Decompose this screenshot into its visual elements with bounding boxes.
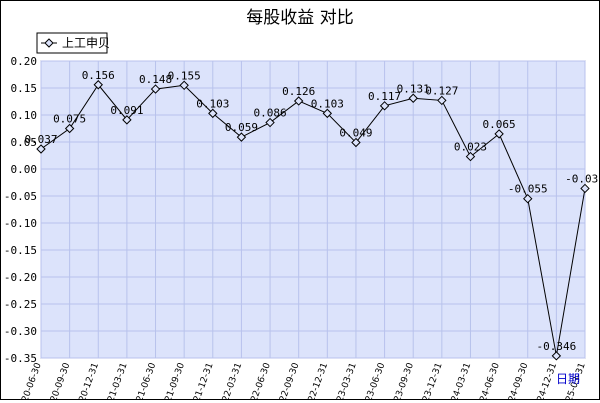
data-value-label: 0.091 bbox=[110, 104, 143, 117]
data-value-label: 0.131 bbox=[397, 82, 430, 95]
x-tick-label: 2023-09-30 bbox=[389, 361, 416, 399]
series-line bbox=[40, 83, 586, 356]
data-point-marker bbox=[179, 80, 189, 91]
x-tick-label: 2023-06-30 bbox=[360, 361, 387, 399]
data-value-label: -0.346 bbox=[536, 340, 576, 353]
data-point-marker bbox=[437, 95, 447, 106]
chart-title: 每股收益 对比 bbox=[246, 8, 353, 28]
y-tick-label: -0.15 bbox=[4, 244, 37, 257]
plot-area bbox=[40, 60, 586, 359]
data-point-marker bbox=[208, 108, 218, 119]
data-point-marker bbox=[408, 93, 418, 103]
data-value-label: 0.156 bbox=[82, 69, 115, 82]
data-point-marker bbox=[465, 151, 476, 162]
x-tick-label: 2020-12-31 bbox=[74, 362, 101, 399]
legend: 上工申贝 bbox=[36, 32, 110, 54]
y-tick-label: -0.25 bbox=[4, 298, 37, 311]
x-tick-label: 2024-06-30 bbox=[475, 361, 502, 399]
data-value-label: 0.127 bbox=[425, 84, 458, 97]
grid-lines bbox=[40, 60, 586, 359]
data-value-label: 0.049 bbox=[339, 127, 372, 140]
data-point-marker bbox=[551, 351, 562, 361]
legend-box bbox=[36, 32, 108, 54]
data-value-label: 0.086 bbox=[253, 107, 286, 120]
x-tick-label: 2021-03-31 bbox=[102, 362, 129, 399]
data-point-marker bbox=[293, 96, 304, 106]
data-point-marker bbox=[379, 101, 390, 111]
data-value-label: 0.103 bbox=[311, 97, 344, 110]
x-tick-label: 2022-12-31 bbox=[303, 362, 330, 399]
x-tick-label: 2022-06-30 bbox=[246, 361, 273, 399]
data-value-label: 0.037 bbox=[24, 133, 57, 146]
x-axis-label: 日期 bbox=[556, 372, 580, 386]
x-tick-label: 2023-03-31 bbox=[331, 362, 358, 399]
legend-series-name: 上工申贝 bbox=[62, 36, 110, 50]
y-tick-label: 0.10 bbox=[11, 109, 38, 122]
series-line-path bbox=[40, 83, 586, 356]
y-tick-label: -0.05 bbox=[4, 190, 37, 203]
x-tick-label: 2020-09-30 bbox=[45, 361, 72, 399]
data-value-label: 0.155 bbox=[168, 69, 201, 82]
data-point-marker bbox=[150, 84, 161, 94]
x-tick-label: 2023-12-31 bbox=[417, 362, 444, 399]
data-point-marker bbox=[122, 115, 132, 125]
y-tick-label: -0.30 bbox=[4, 325, 37, 338]
data-point-marker bbox=[236, 132, 247, 142]
data-point-marker bbox=[265, 117, 275, 128]
data-point-marker bbox=[93, 80, 103, 90]
data-value-label: 0.126 bbox=[282, 85, 315, 98]
data-point-marker bbox=[322, 108, 333, 119]
x-tick-label: 2020-06-30 bbox=[17, 361, 44, 399]
y-tick-label: 0.00 bbox=[11, 163, 38, 176]
y-tick-label: -0.20 bbox=[4, 271, 37, 284]
data-value-label: -0.036 bbox=[565, 172, 599, 185]
data-value-label: 0.148 bbox=[139, 73, 172, 86]
data-point-marker bbox=[64, 123, 75, 134]
data-value-label: -0.055 bbox=[508, 183, 548, 196]
data-value-label: 0.103 bbox=[196, 97, 229, 110]
legend-diamond-marker bbox=[44, 38, 54, 48]
y-tick-label: 0.15 bbox=[11, 82, 38, 95]
y-tick-label: 0.05 bbox=[11, 136, 38, 149]
x-tick-label: 2021-06-30 bbox=[131, 361, 158, 399]
data-value-label: 0.117 bbox=[368, 90, 401, 103]
data-value-label: 0.059 bbox=[225, 121, 258, 134]
x-tick-label: 2021-09-30 bbox=[160, 361, 187, 399]
y-tick-label: -0.35 bbox=[4, 352, 37, 365]
data-markers bbox=[36, 80, 590, 361]
y-tick-label: -0.10 bbox=[4, 217, 37, 230]
data-value-label: 0.075 bbox=[53, 113, 86, 126]
data-point-marker bbox=[36, 144, 46, 154]
data-point-marker bbox=[494, 129, 504, 139]
data-value-label: 0.065 bbox=[483, 118, 516, 131]
x-tick-label: 2024-03-31 bbox=[446, 362, 473, 399]
data-value-label: 0.023 bbox=[454, 141, 487, 154]
y-tick-label: 0.20 bbox=[11, 55, 38, 68]
data-point-marker bbox=[523, 193, 533, 204]
x-tick-label: 2022-03-31 bbox=[217, 362, 244, 399]
x-tick-label: 2024-09-30 bbox=[503, 361, 530, 399]
x-tick-label: 2022-09-30 bbox=[274, 361, 301, 399]
x-tick-label: 2021-12-31 bbox=[188, 362, 215, 399]
data-point-marker bbox=[580, 183, 590, 194]
data-point-marker bbox=[351, 137, 361, 148]
